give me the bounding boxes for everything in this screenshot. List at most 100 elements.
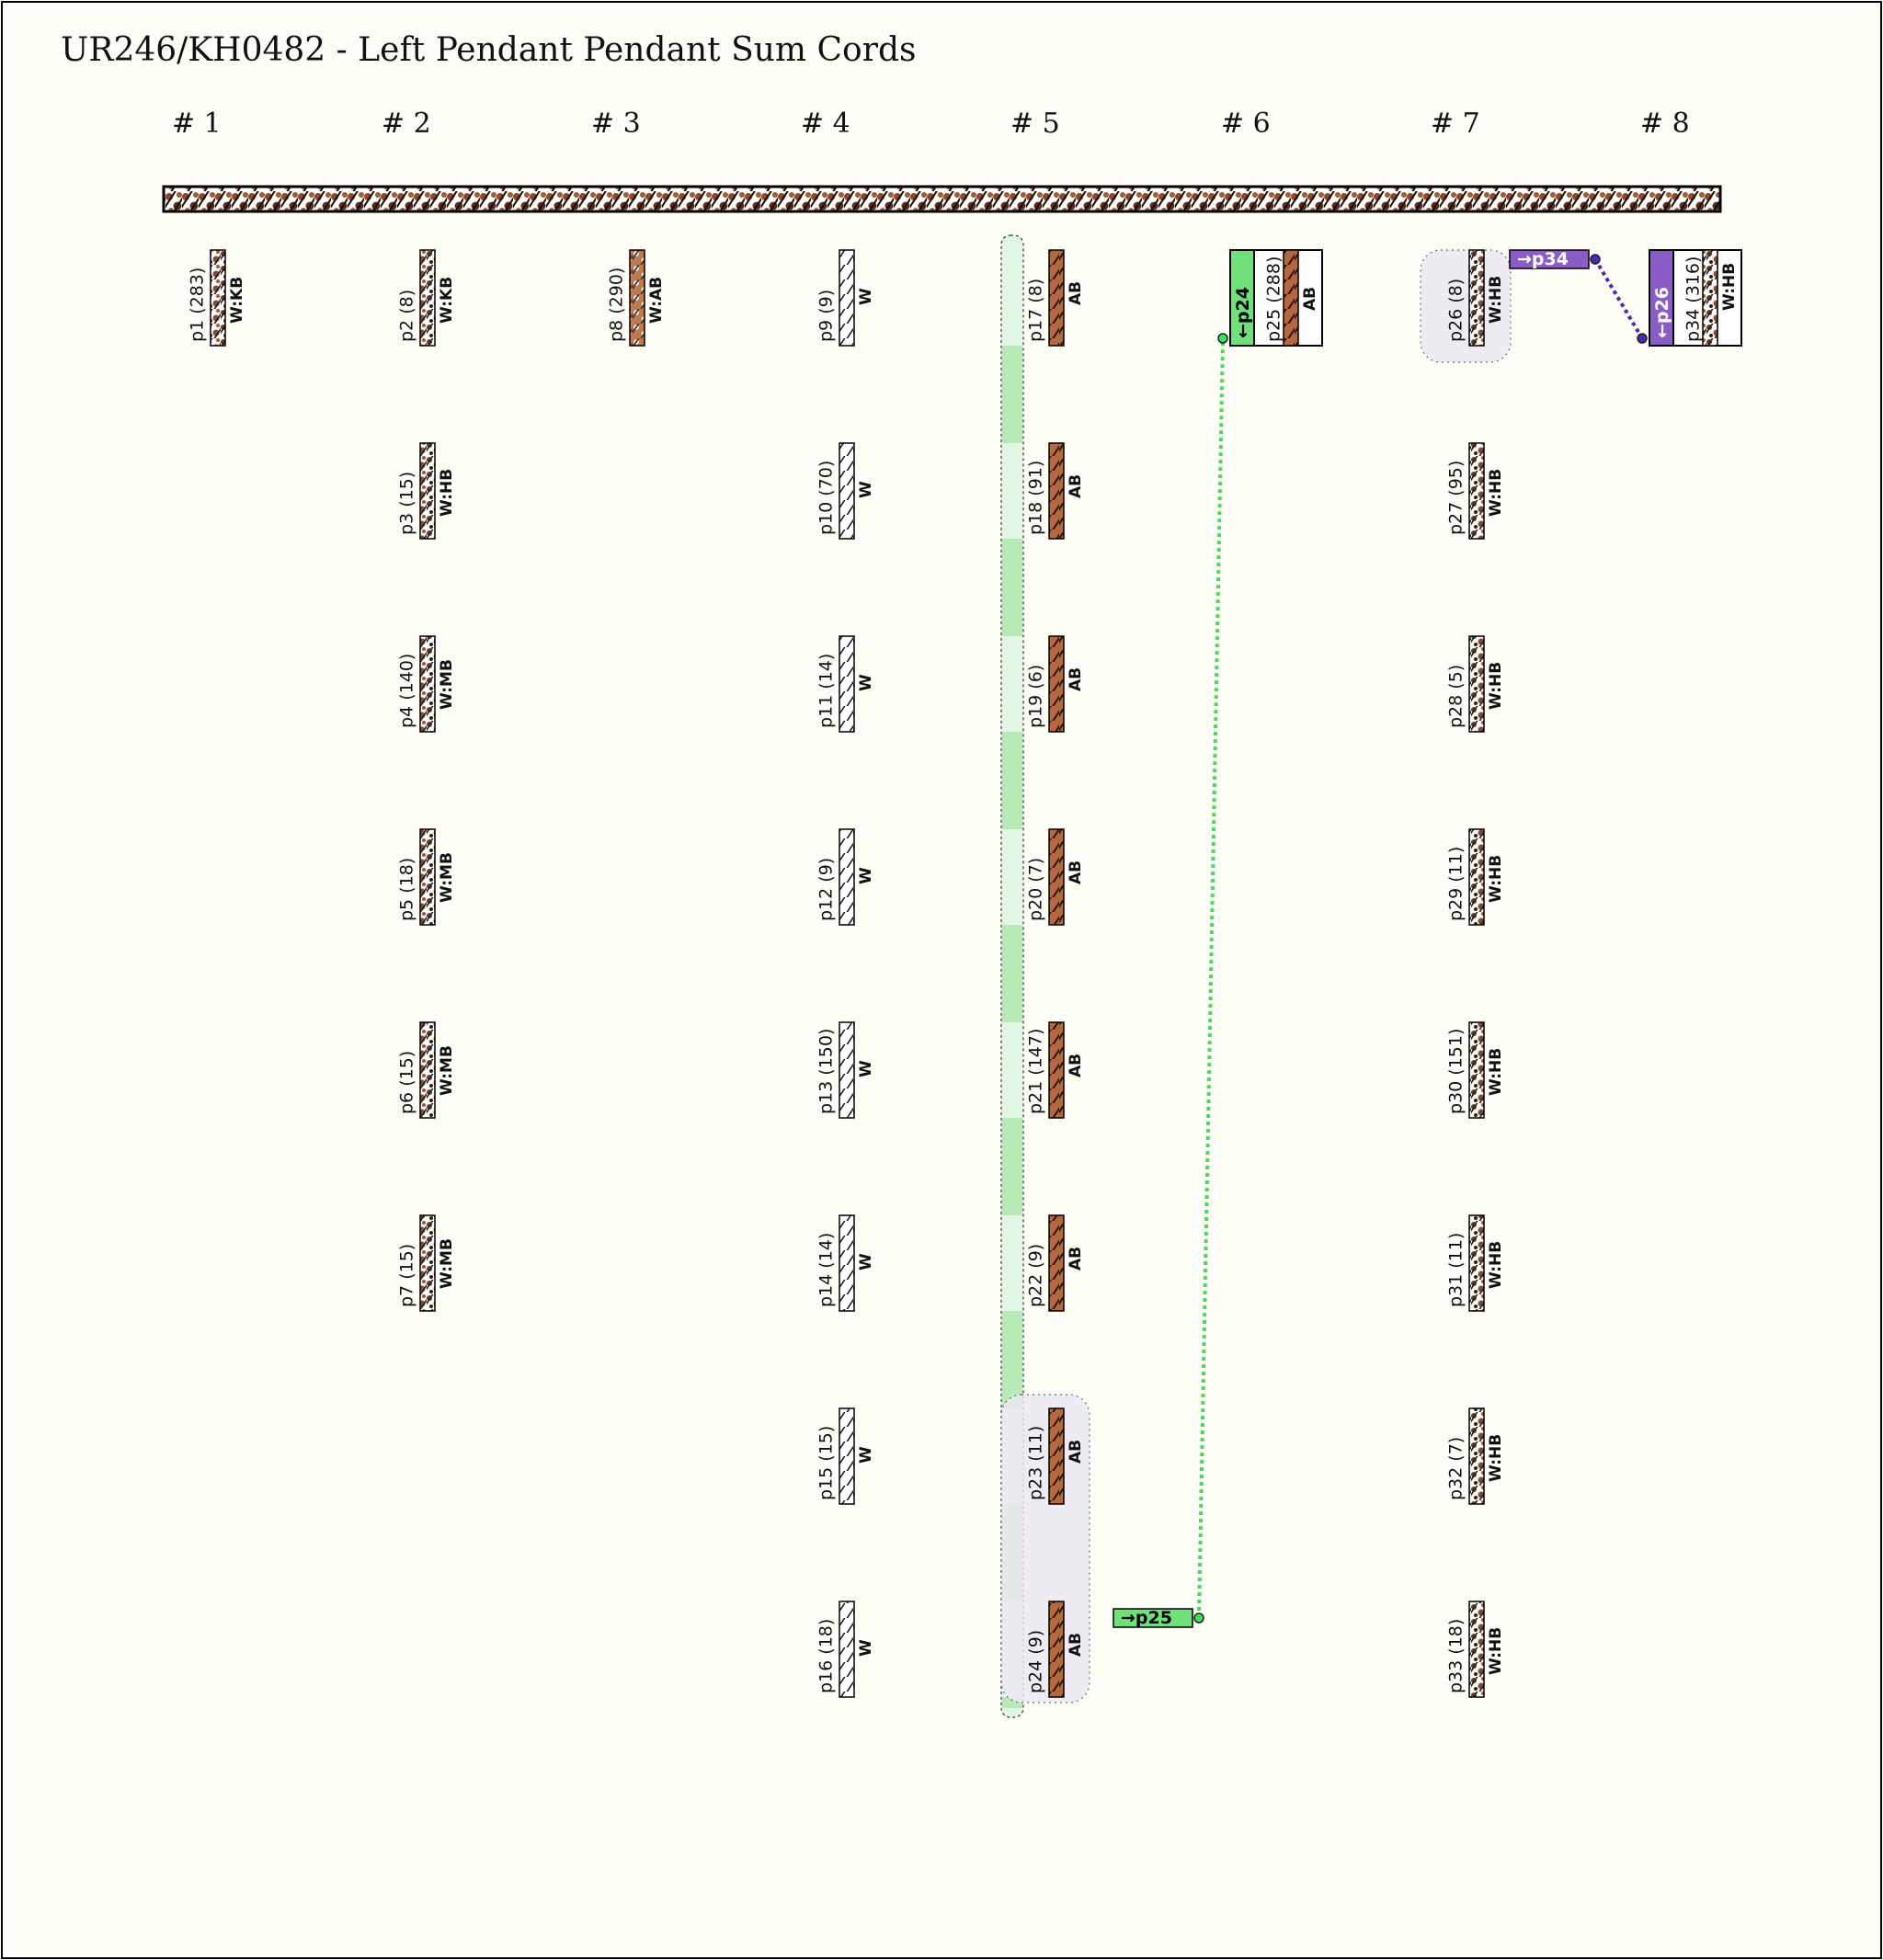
sum-target-tag xyxy=(1509,249,1590,269)
cord-label: p26 (8) xyxy=(1446,279,1466,342)
pendant-cord xyxy=(210,249,226,347)
group-label: # 1 xyxy=(172,108,222,140)
pendant-cord xyxy=(1468,1601,1485,1698)
cord-label: p14 (14) xyxy=(816,1233,837,1307)
group-label: # 5 xyxy=(1010,108,1060,140)
sum-target-tag xyxy=(1113,1608,1193,1628)
cord-color-label: W:HB xyxy=(1720,263,1739,311)
cord-label: p19 (6) xyxy=(1026,665,1046,728)
cord-label: p30 (151) xyxy=(1446,1029,1466,1114)
sum-link-line xyxy=(1197,337,1225,1619)
sum-link-line-dot xyxy=(1590,254,1601,265)
subgroup-box xyxy=(1000,1394,1090,1704)
group-label: # 7 xyxy=(1431,108,1480,140)
cord-label: p17 (8) xyxy=(1026,279,1046,342)
cord-label: p18 (91) xyxy=(1026,461,1046,535)
pendant-cord xyxy=(839,828,855,926)
sum-target-tag-label: →p25 xyxy=(1121,1608,1172,1628)
cord-color-label: W:HB xyxy=(1487,469,1505,517)
cord-color-label: W xyxy=(857,674,875,691)
cord-color-label: AB xyxy=(1067,1633,1085,1657)
cord-color-label: W:HB xyxy=(1487,662,1505,710)
group-label: # 4 xyxy=(801,108,850,140)
cord-label: p3 (15) xyxy=(397,472,417,535)
cord-color-label: W:HB xyxy=(1487,1241,1505,1289)
group-label: # 8 xyxy=(1640,108,1690,140)
cord-label: p24 (9) xyxy=(1026,1630,1046,1693)
pendant-cord xyxy=(419,249,436,347)
pendant-cord xyxy=(629,249,645,347)
pendant-cord xyxy=(1468,1021,1485,1119)
cord-label: p6 (15) xyxy=(397,1051,417,1114)
pendant-cord xyxy=(1468,828,1485,926)
pendant-cord xyxy=(419,828,436,926)
cord-color-label: W xyxy=(857,481,875,498)
cord-label: p8 (290) xyxy=(607,268,627,342)
cord-color-label: W:HB xyxy=(1487,1434,1505,1482)
pendant-cord xyxy=(1048,1407,1065,1505)
cord-color-label: W:MB xyxy=(438,659,456,710)
pendant-cord xyxy=(1048,635,1065,733)
cord-label: p31 (11) xyxy=(1446,1233,1466,1307)
cord-label: p2 (8) xyxy=(397,290,417,342)
cord-label: p1 (283) xyxy=(188,268,208,342)
cord-color-label: W:HB xyxy=(438,469,456,517)
pendant-cord xyxy=(419,1021,436,1119)
cord-label: p20 (7) xyxy=(1026,858,1046,921)
pendant-cord xyxy=(1468,249,1485,347)
pendant-cord xyxy=(419,1214,436,1312)
cord-color-label: AB xyxy=(1301,287,1319,311)
sum-target-tag-label: →p34 xyxy=(1517,249,1569,269)
sum-source-tag xyxy=(1649,249,1674,347)
cord-color-label: W xyxy=(857,1060,875,1077)
group-label: # 6 xyxy=(1221,108,1271,140)
page-title: UR246/KH0482 - Left Pendant Pendant Sum … xyxy=(61,31,916,69)
cord-color-label: AB xyxy=(1067,1440,1085,1464)
primary-cord xyxy=(162,185,1722,213)
group-label: # 2 xyxy=(382,108,431,140)
cord-color-label: W:HB xyxy=(1487,855,1505,903)
cord-color-label: W xyxy=(857,1639,875,1657)
sum-source-tag-label: ←p24 xyxy=(1233,287,1253,338)
cord-color-label: W xyxy=(857,867,875,884)
pendant-cord xyxy=(839,635,855,733)
cord-color-label: W:MB xyxy=(438,1238,456,1289)
cord-label: p4 (140) xyxy=(397,654,417,728)
pendant-cord xyxy=(1048,1601,1065,1698)
cord-label: p13 (150) xyxy=(816,1029,837,1114)
pendant-cord xyxy=(1048,1021,1065,1119)
sum-link-line-dot xyxy=(1193,1612,1204,1624)
pendant-cord xyxy=(419,442,436,540)
sum-link-line-dot xyxy=(1637,333,1648,344)
group-label: # 3 xyxy=(591,108,641,140)
cord-label: p12 (9) xyxy=(816,858,837,921)
cord-color-label: W xyxy=(857,288,875,305)
pendant-cord xyxy=(1048,828,1065,926)
pendant-cord xyxy=(1468,635,1485,733)
cord-label: p32 (7) xyxy=(1446,1437,1466,1500)
pendant-cord xyxy=(1048,249,1065,347)
cord-color-label: AB xyxy=(1067,860,1085,884)
cord-color-label: W:AB xyxy=(647,277,666,324)
cord-label: p33 (18) xyxy=(1446,1619,1466,1693)
cord-label: p29 (11) xyxy=(1446,847,1466,921)
cord-color-label: AB xyxy=(1067,1247,1085,1271)
cord-label: p7 (15) xyxy=(397,1244,417,1307)
cord-color-label: W:KB xyxy=(228,277,246,324)
sum-highlight-band xyxy=(1002,346,1022,443)
cord-color-label: AB xyxy=(1067,1054,1085,1077)
cord-color-label: W:MB xyxy=(438,1045,456,1096)
pendant-cord xyxy=(1468,1214,1485,1312)
cord-color-label: W xyxy=(857,1253,875,1271)
pendant-cord xyxy=(419,635,436,733)
cord-color-label: W:KB xyxy=(438,277,456,324)
pendant-cord xyxy=(1702,249,1718,347)
sum-highlight-band xyxy=(1002,925,1022,1022)
cord-label: p10 (70) xyxy=(816,461,837,535)
cord-label: p27 (95) xyxy=(1446,461,1466,535)
pendant-cord xyxy=(839,1021,855,1119)
cord-color-label: AB xyxy=(1067,474,1085,498)
sum-highlight-band xyxy=(1002,1118,1022,1215)
